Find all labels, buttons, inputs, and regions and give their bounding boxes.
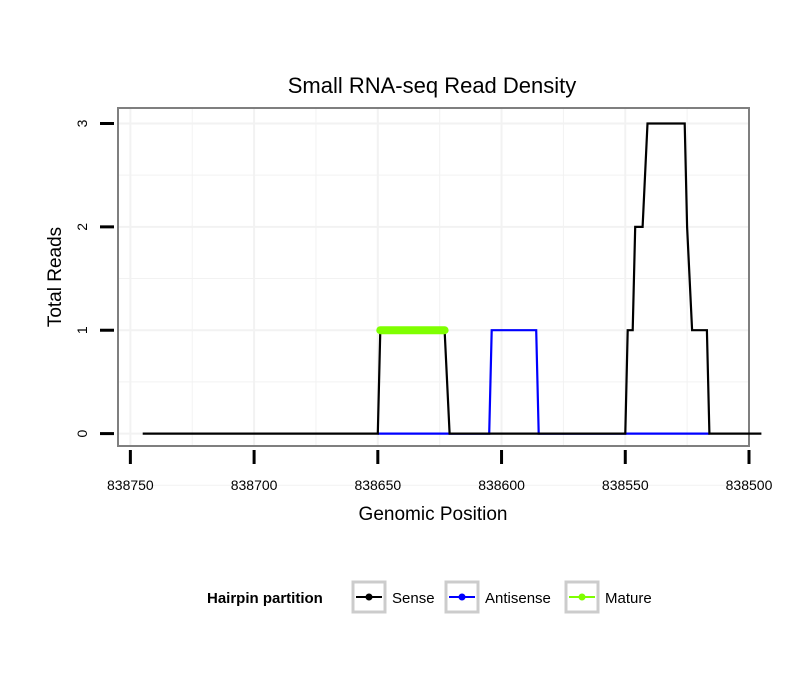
legend-item-mature: Mature — [564, 580, 652, 614]
x-tick-label: 838750 — [107, 477, 154, 493]
legend-item-sense: Sense — [351, 580, 435, 614]
legend-label: Sense — [392, 590, 435, 607]
legend-label: Mature — [605, 590, 652, 607]
y-tick-label: 2 — [74, 223, 90, 231]
series-line-antisense — [377, 329, 710, 435]
legend-key-point — [458, 593, 466, 601]
y-tick-label: 1 — [74, 326, 90, 334]
legend-label: Antisense — [485, 590, 551, 607]
x-tick-label: 838700 — [231, 477, 278, 493]
x-tick-label: 838600 — [478, 477, 525, 493]
ticks-layer: 838750 838700 838650 838600 838550 838500 0 1 2 3 — [74, 119, 773, 493]
y-tick-label: 0 — [74, 429, 90, 437]
chart-title: Small RNA-seq Read Density — [288, 73, 577, 98]
x-tick-label: 838500 — [726, 477, 773, 493]
plot-panel-border — [117, 107, 750, 447]
legend-items: Sense Antisense Mature — [351, 580, 652, 614]
legend: Hairpin partition Sense Antisense Mature — [207, 580, 652, 614]
y-axis-title: Total Reads — [45, 227, 66, 327]
x-axis-title: Genomic Position — [359, 504, 508, 525]
legend-title: Hairpin partition — [207, 590, 323, 607]
legend-key-point — [578, 593, 586, 601]
y-tick-label: 3 — [74, 119, 90, 127]
x-tick-label: 838550 — [602, 477, 649, 493]
series-layer — [142, 122, 762, 435]
legend-item-antisense: Antisense — [444, 580, 551, 614]
legend-key-point — [365, 593, 373, 601]
grid — [118, 108, 750, 486]
x-tick-label: 838650 — [354, 477, 401, 493]
